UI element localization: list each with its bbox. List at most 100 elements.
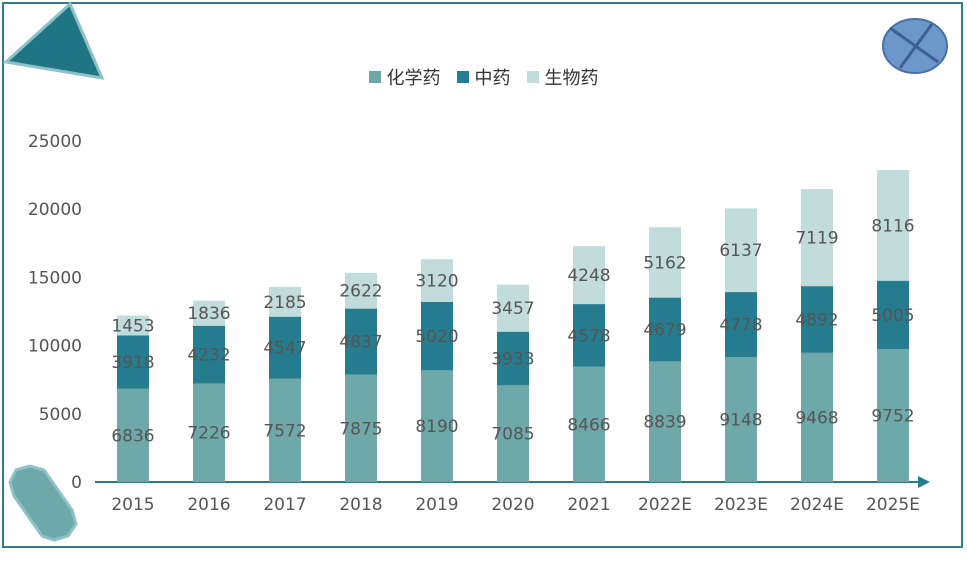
bar-segment xyxy=(877,348,909,482)
x-tick-label: 2015 xyxy=(111,495,154,515)
bar-segment xyxy=(193,325,225,384)
data-label: 9148 xyxy=(719,411,762,431)
legend-label-bio: 生物药 xyxy=(544,68,599,89)
data-label: 3120 xyxy=(415,272,458,292)
x-axis-arrow xyxy=(918,476,930,488)
bar-segment xyxy=(345,308,377,375)
y-tick-label: 25000 xyxy=(28,132,82,152)
bar-segment xyxy=(573,246,605,305)
data-label: 4892 xyxy=(795,310,838,330)
bar-segment xyxy=(193,300,225,326)
data-label: 9752 xyxy=(871,406,914,426)
data-label: 7085 xyxy=(491,425,534,445)
data-label: 4248 xyxy=(567,266,610,286)
x-tick-label: 2022E xyxy=(638,495,692,515)
bar-segment xyxy=(801,189,833,287)
x-tick-label: 2018 xyxy=(339,495,382,515)
bar-segment xyxy=(421,259,453,302)
data-labels: 6836 3918 1453 7226 4232 1836 7572 4547 2185 7875… xyxy=(111,216,914,446)
data-label: 7572 xyxy=(263,421,306,441)
data-label: 6836 xyxy=(111,426,154,446)
data-label: 5162 xyxy=(643,253,686,273)
bar-segment xyxy=(573,366,605,482)
data-label: 4547 xyxy=(263,339,306,359)
bar-segment xyxy=(877,170,909,281)
bar-segment xyxy=(269,316,301,379)
y-tick-label: 15000 xyxy=(28,268,82,288)
y-tick-label: 20000 xyxy=(28,200,82,220)
data-label: 5020 xyxy=(415,327,458,347)
y-tick-label: 0 xyxy=(71,473,82,493)
data-label: 6137 xyxy=(719,241,762,261)
legend-swatch-tcm xyxy=(456,71,469,83)
bar-segment xyxy=(573,304,605,367)
data-label: 2622 xyxy=(339,282,382,302)
data-label: 7119 xyxy=(795,229,838,249)
legend-label-tcm: 中药 xyxy=(474,68,511,89)
data-label: 4679 xyxy=(643,321,686,341)
data-label: 7875 xyxy=(339,419,382,439)
triangle-icon xyxy=(2,1,105,80)
bar-segment xyxy=(421,370,453,482)
legend: 化学药 中药 生物药 xyxy=(0,64,967,90)
bar-segment xyxy=(269,286,301,317)
y-tick-label: 5000 xyxy=(39,405,82,425)
x-tick-label: 2020 xyxy=(491,495,534,515)
bar-segment xyxy=(421,301,453,371)
data-label: 7226 xyxy=(187,424,230,444)
data-label: 5005 xyxy=(871,306,914,326)
x-tick-label: 2019 xyxy=(415,495,458,515)
x-tick-label: 2017 xyxy=(263,495,306,515)
circle-cross-icon xyxy=(882,18,948,74)
x-tick-label: 2023E xyxy=(714,495,768,515)
bar-segment xyxy=(497,331,529,386)
bar-segment xyxy=(725,357,757,482)
data-label: 8116 xyxy=(871,216,914,236)
bar-segment xyxy=(117,388,149,482)
legend-swatch-bio xyxy=(526,71,539,83)
legend-item-bio[interactable]: 生物药 xyxy=(526,64,599,90)
legend-label-chemical: 化学药 xyxy=(386,68,441,89)
legend-swatch-chemical xyxy=(368,71,381,83)
bar-segment xyxy=(801,352,833,482)
data-label: 1453 xyxy=(111,316,154,336)
bar-segment xyxy=(117,315,149,336)
data-label: 8839 xyxy=(643,413,686,433)
bar-segment xyxy=(497,385,529,482)
bar-segment xyxy=(269,378,301,482)
bar-segment xyxy=(345,272,377,309)
octagon-icon xyxy=(8,464,78,542)
data-label: 3933 xyxy=(491,350,534,370)
data-label: 4232 xyxy=(187,346,230,366)
x-tick-label: 2016 xyxy=(187,495,230,515)
data-label: 8466 xyxy=(567,415,610,435)
data-label: 3457 xyxy=(491,299,534,319)
bar-segment xyxy=(649,361,681,482)
data-label: 2185 xyxy=(263,293,306,313)
data-label: 9468 xyxy=(795,408,838,428)
bar-segment xyxy=(801,286,833,353)
data-label: 3918 xyxy=(111,353,154,373)
bars xyxy=(117,170,909,482)
bar-segment xyxy=(877,280,909,349)
data-label: 4778 xyxy=(719,316,762,336)
data-label: 4837 xyxy=(339,333,382,353)
data-label: 8190 xyxy=(415,417,458,437)
bar-segment xyxy=(193,383,225,482)
x-tick-label: 2024E xyxy=(790,495,844,515)
bar-segment xyxy=(725,292,757,358)
bar-segment xyxy=(725,208,757,293)
bar-segment xyxy=(497,284,529,332)
legend-item-tcm[interactable]: 中药 xyxy=(456,64,511,90)
bar-segment xyxy=(117,335,149,389)
data-label: 4578 xyxy=(567,326,610,346)
legend-item-chemical[interactable]: 化学药 xyxy=(368,64,441,90)
x-tick-label: 2025E xyxy=(866,495,920,515)
data-label: 1836 xyxy=(187,304,230,324)
x-tick-label: 2021 xyxy=(567,495,610,515)
y-tick-label: 10000 xyxy=(28,337,82,357)
bar-segment xyxy=(649,227,681,298)
bar-segment xyxy=(649,297,681,362)
bar-segment xyxy=(345,374,377,482)
